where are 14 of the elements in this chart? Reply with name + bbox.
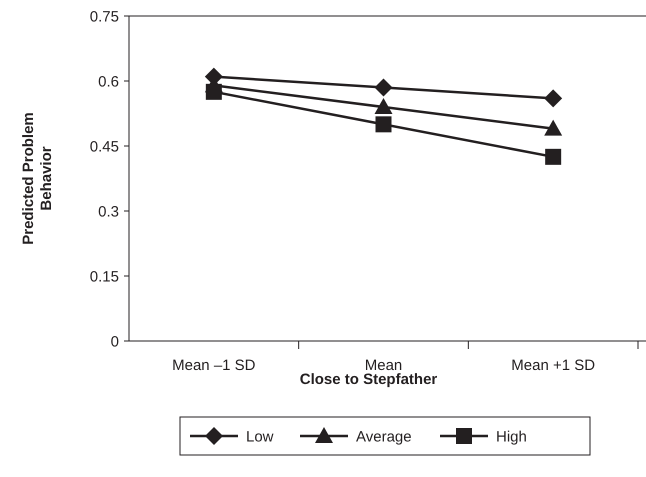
legend-label: Average xyxy=(356,428,412,446)
x-tick-label: Mean +1 SD xyxy=(511,357,596,374)
x-tick-label: Mean xyxy=(364,357,402,374)
legend-label: High xyxy=(496,428,527,446)
y-tick-label: 0 xyxy=(110,333,119,350)
x-axis-title: Close to Stepfather xyxy=(300,371,438,388)
y-tick-label: 0.3 xyxy=(98,203,119,220)
legend-label: Low xyxy=(246,428,274,446)
y-tick-label: 0.15 xyxy=(90,268,119,286)
x-tick-label: Mean –1 SD xyxy=(172,357,256,374)
y-axis-title: Predicted Problem Behavior xyxy=(20,112,55,245)
y-tick-label: 0.75 xyxy=(90,8,119,26)
y-tick-label: 0.6 xyxy=(98,73,119,90)
y-tick-label: 0.45 xyxy=(90,138,119,156)
